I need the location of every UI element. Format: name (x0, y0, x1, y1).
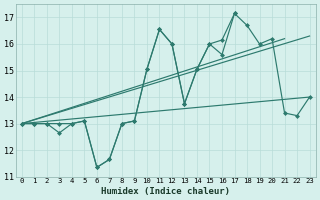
X-axis label: Humidex (Indice chaleur): Humidex (Indice chaleur) (101, 187, 230, 196)
